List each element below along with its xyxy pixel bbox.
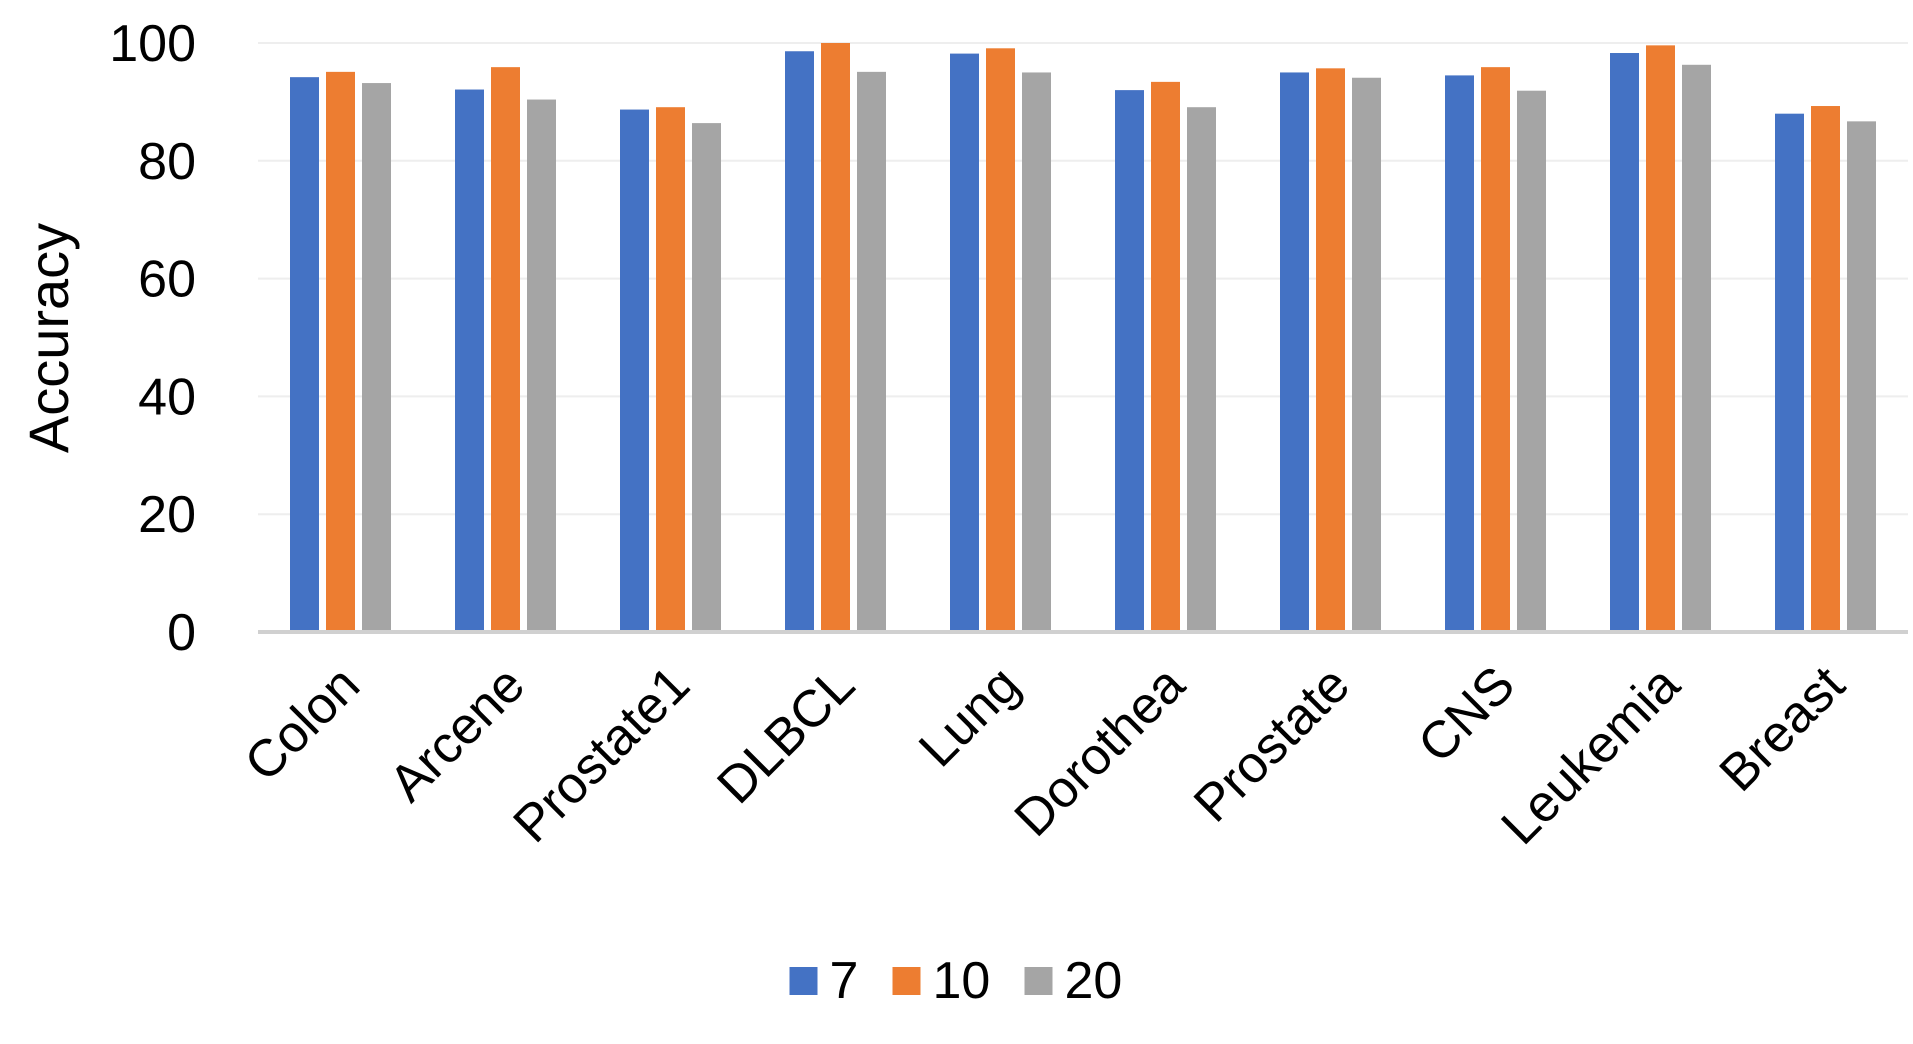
bar-lung-10: [986, 48, 1015, 632]
bar-lung-7: [950, 53, 979, 633]
bar-prostate1-10: [656, 107, 685, 633]
y-tick-label: 60: [138, 251, 196, 309]
x-tick-label: Arcene: [378, 655, 536, 813]
bar-leukemia-10: [1646, 45, 1675, 632]
bar-dorothea-20: [1187, 107, 1216, 633]
x-tick-label: Prostate: [1183, 655, 1361, 833]
y-tick-label: 20: [138, 486, 196, 544]
bar-cns-20: [1517, 90, 1546, 633]
x-tick-label: Lung: [908, 655, 1031, 778]
x-tick-label: CNS: [1407, 655, 1526, 774]
bar-prostate-20: [1352, 77, 1381, 633]
bar-cns-7: [1445, 75, 1474, 632]
x-tick-label: Colon: [234, 655, 371, 792]
x-tick-label: Prostate1: [503, 655, 701, 853]
y-axis-ticks: 0 20 40 60 80 100: [109, 15, 196, 662]
bar-dorothea-7: [1115, 90, 1144, 633]
bar-dorothea-10: [1151, 81, 1180, 632]
legend-label: 7: [830, 952, 859, 1010]
bar-colon-10: [326, 71, 355, 632]
y-tick-label: 0: [167, 604, 196, 662]
x-tick-label: Breast: [1709, 655, 1857, 803]
bar-colon-20: [362, 83, 391, 632]
legend-label: 20: [1065, 952, 1123, 1010]
bar-dlbcl-7: [785, 51, 814, 633]
bar-leukemia-7: [1610, 53, 1639, 632]
bar-arcene-10: [491, 67, 520, 633]
y-axis-title: Accuracy: [17, 223, 80, 453]
bar-arcene-20: [527, 99, 556, 632]
bar-leukemia-20: [1682, 64, 1711, 633]
bar-arcene-7: [455, 89, 484, 632]
bar-dlbcl-20: [857, 71, 886, 632]
bar-prostate1-7: [620, 109, 649, 632]
bar-dlbcl-10: [821, 43, 850, 632]
y-tick-label: 40: [138, 368, 196, 426]
bar-prostate1-20: [692, 123, 721, 632]
legend-swatch-20: [1024, 967, 1053, 995]
bar-breast-7: [1775, 113, 1804, 633]
legend-swatch-7: [789, 967, 818, 995]
legend-label: 10: [933, 952, 991, 1010]
x-tick-label: Leukemia: [1491, 655, 1691, 855]
bar-prostate-10: [1316, 68, 1345, 632]
y-tick-label: 80: [138, 133, 196, 191]
x-tick-label: DLBCL: [706, 655, 866, 815]
y-tick-label: 100: [109, 15, 196, 73]
bars: [290, 43, 1876, 633]
bar-lung-20: [1022, 72, 1051, 632]
bar-breast-10: [1811, 106, 1840, 632]
x-tick-label: Dorothea: [1004, 655, 1196, 847]
bar-breast-20: [1847, 121, 1876, 632]
legend: 7 10 20: [789, 952, 1123, 1010]
bar-prostate-7: [1280, 72, 1309, 632]
bar-cns-10: [1481, 67, 1510, 633]
legend-swatch-10: [892, 967, 921, 995]
bar-colon-7: [290, 77, 319, 633]
